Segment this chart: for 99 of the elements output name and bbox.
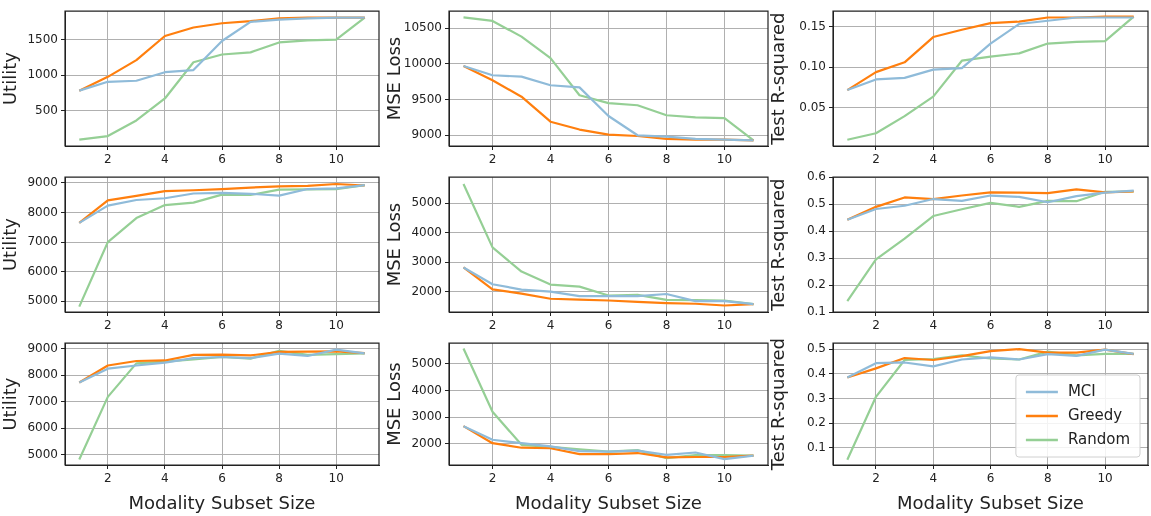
x-tick-label: 4	[161, 471, 169, 486]
x-tick-label: 10	[328, 471, 344, 486]
y-axis-title: Test R-squared	[767, 338, 789, 472]
y-tick-label: 0.4	[806, 365, 826, 380]
x-tick-label: 4	[161, 318, 169, 333]
x-tick-label: 4	[929, 152, 938, 167]
y-tick-label: 5000	[411, 356, 442, 371]
x-tick-label: 8	[1043, 152, 1052, 167]
y-tick-label: 0.5	[806, 196, 826, 211]
x-tick-label: 10	[716, 471, 733, 486]
y-tick-label: 0.10	[799, 59, 826, 74]
y-tick-label: 9000	[411, 127, 442, 142]
x-tick-label: 6	[218, 152, 226, 167]
legend-label: MCI	[1067, 381, 1096, 400]
x-tick-label: 2	[104, 471, 112, 486]
x-tick-label: 10	[716, 318, 733, 333]
x-tick-label: 10	[716, 152, 733, 167]
x-tick-label: 6	[986, 318, 995, 333]
x-tick-label: 6	[218, 318, 226, 333]
x-tick-label: 2	[872, 471, 880, 486]
x-tick-label: 6	[604, 471, 613, 486]
y-tick-label: 0.4	[806, 223, 826, 238]
y-tick-label: 0.05	[799, 100, 826, 115]
x-tick-label: 2	[872, 318, 880, 333]
y-axis-title: Test R-squared	[767, 12, 789, 146]
y-tick-label: 5000	[27, 446, 58, 461]
x-tick-label: 2	[104, 318, 112, 333]
x-axis-title: Modality Subset Size	[128, 491, 316, 513]
x-tick-label: 10	[1097, 318, 1113, 333]
x-tick-label: 2	[872, 152, 880, 167]
y-tick-label: 6000	[27, 420, 58, 435]
y-tick-label: 9000	[27, 340, 58, 355]
x-tick-label: 10	[1097, 152, 1113, 167]
x-tick-label: 10	[328, 318, 344, 333]
y-tick-label: 10000	[403, 55, 442, 70]
y-tick-label: 3000	[411, 254, 442, 269]
y-tick-label: 0.1	[806, 304, 826, 319]
x-axis-title: Modality Subset Size	[515, 491, 702, 513]
x-tick-label: 4	[546, 318, 555, 333]
y-tick-label: 8000	[27, 204, 58, 219]
x-tick-label: 8	[275, 318, 283, 333]
x-tick-label: 8	[275, 471, 283, 486]
y-axis-title: MSE Loss	[383, 362, 405, 446]
x-tick-label: 6	[604, 318, 613, 333]
x-tick-label: 4	[929, 471, 938, 486]
y-axis-title: Utility	[0, 51, 21, 106]
y-tick-label: 7000	[27, 393, 58, 408]
x-tick-label: 10	[328, 152, 344, 167]
y-tick-label: 0.3	[806, 390, 826, 405]
y-tick-label: 0.6	[806, 169, 826, 184]
x-tick-label: 4	[161, 152, 169, 167]
x-tick-label: 2	[488, 152, 497, 167]
x-tick-label: 4	[546, 471, 555, 486]
x-tick-label: 6	[604, 152, 613, 167]
x-tick-label: 8	[1043, 471, 1052, 486]
y-tick-label: 9500	[411, 91, 442, 106]
y-tick-label: 0.1	[806, 440, 826, 455]
y-tick-label: 2000	[411, 283, 442, 298]
y-tick-label: 0.3	[806, 250, 826, 265]
x-tick-label: 2	[104, 152, 112, 167]
x-tick-label: 6	[218, 471, 226, 486]
y-axis-title: Utility	[0, 217, 21, 272]
y-tick-label: 6000	[27, 263, 58, 278]
legend-label: Greedy	[1067, 405, 1123, 424]
y-tick-label: 4000	[411, 382, 442, 397]
x-tick-label: 2	[488, 471, 497, 486]
y-tick-label: 10500	[403, 20, 442, 35]
y-tick-label: 3000	[411, 409, 442, 424]
x-tick-label: 6	[986, 152, 995, 167]
y-tick-label: 0.2	[806, 277, 826, 292]
x-tick-label: 8	[1043, 318, 1052, 333]
y-tick-label: 9000	[27, 174, 58, 189]
y-tick-label: 0.5	[806, 341, 826, 356]
y-tick-label: 0.15	[799, 18, 826, 33]
y-tick-label: 500	[35, 102, 58, 117]
x-tick-label: 6	[986, 471, 995, 486]
y-tick-label: 2000	[411, 435, 442, 450]
x-tick-label: 4	[929, 318, 938, 333]
x-tick-label: 10	[1097, 471, 1113, 486]
y-tick-label: 5000	[411, 195, 442, 210]
x-tick-label: 4	[546, 152, 555, 167]
y-tick-label: 1500	[27, 31, 58, 46]
y-tick-label: 7000	[27, 234, 58, 249]
x-tick-label: 2	[488, 318, 497, 333]
y-tick-label: 0.2	[806, 415, 826, 430]
y-tick-label: 1000	[27, 67, 58, 82]
y-axis-title: MSE Loss	[383, 202, 405, 287]
x-tick-label: 8	[662, 152, 671, 167]
x-tick-label: 8	[275, 152, 283, 167]
legend-label: Random	[1067, 429, 1131, 448]
y-axis-title: MSE Loss	[383, 36, 405, 121]
y-axis-title: Test R-squared	[767, 178, 789, 312]
y-tick-label: 4000	[411, 224, 442, 239]
x-axis-title: Modality Subset Size	[897, 491, 1084, 513]
y-axis-title: Utility	[0, 377, 21, 431]
x-tick-label: 8	[662, 471, 671, 486]
x-tick-label: 8	[662, 318, 671, 333]
y-tick-label: 8000	[27, 367, 58, 382]
y-tick-label: 5000	[27, 293, 58, 308]
